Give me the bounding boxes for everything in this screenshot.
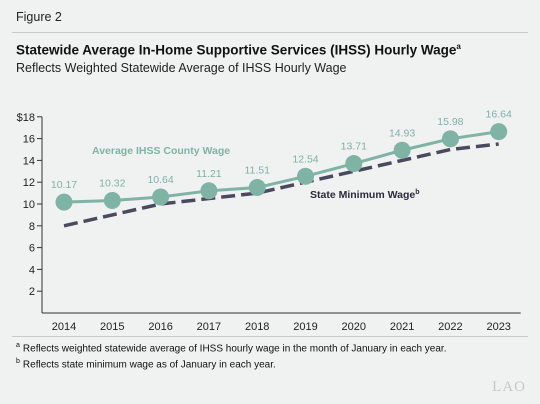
footnote-a-text: Reflects weighted statewide average of I… xyxy=(22,343,447,355)
data-label: 11.51 xyxy=(244,165,270,177)
bottom-divider xyxy=(12,336,528,337)
data-label: 10.17 xyxy=(51,179,77,191)
x-tick-label: 2022 xyxy=(438,321,462,333)
series-line-state-minimum-wage xyxy=(63,142,499,228)
data-point xyxy=(200,182,218,200)
chart-title: Statewide Average In-Home Supportive Ser… xyxy=(16,42,461,58)
footnote-a-mark: a xyxy=(16,342,20,349)
series-line-average-ihss-county-wage xyxy=(63,130,499,204)
data-point xyxy=(152,188,170,206)
y-tick-label: 12 xyxy=(23,177,35,189)
chart-subtitle: Reflects Weighted Statewide Average of I… xyxy=(16,61,347,75)
y-tick-label: 10 xyxy=(23,199,35,211)
chart-series xyxy=(55,123,508,228)
chart-labels: 10.17 10.32 10.64 11.21 11.51 12.54 13.71 14.93… xyxy=(51,109,512,201)
footnote-a: a Reflects weighted statewide average of … xyxy=(16,342,446,354)
y-tick-label: 8 xyxy=(29,221,35,233)
x-tick-label: 2014 xyxy=(52,321,76,333)
x-tick-label: 2018 xyxy=(245,321,269,333)
y-tick-label: 2 xyxy=(29,286,35,298)
footnote-b-mark: b xyxy=(16,358,20,365)
data-point xyxy=(345,155,363,173)
data-point xyxy=(103,192,121,210)
data-point xyxy=(441,130,459,148)
lao-logo: LAO xyxy=(492,379,526,395)
title-footnote-mark: a xyxy=(456,42,461,51)
data-point xyxy=(393,141,411,159)
footnote-b: b Reflects state minimum wage as of Janua… xyxy=(16,358,276,370)
x-tick-label: 2015 xyxy=(100,321,124,333)
series-label-state-minimum-wage: State Minimum Wageb xyxy=(310,189,420,201)
data-point xyxy=(490,123,508,141)
y-tick-label: $18 xyxy=(17,112,35,124)
data-label: 13.71 xyxy=(341,141,367,153)
top-divider xyxy=(12,32,528,33)
x-tick-label: 2019 xyxy=(293,321,317,333)
data-point xyxy=(55,193,73,211)
y-tick-label: 16 xyxy=(23,134,35,146)
y-tick-label: 4 xyxy=(29,264,35,276)
figure-label: Figure 2 xyxy=(16,10,62,24)
data-label: 10.32 xyxy=(99,178,125,190)
x-tick-label: 2021 xyxy=(390,321,414,333)
data-point xyxy=(297,167,314,185)
data-label: 11.21 xyxy=(196,168,222,180)
series-label-footnote-mark: b xyxy=(415,189,419,196)
y-tick-label: 14 xyxy=(23,155,35,167)
x-tick-label: 2020 xyxy=(342,321,366,333)
data-label: 10.64 xyxy=(147,174,173,186)
footnote-b-text: Reflects state minimum wage as of Januar… xyxy=(22,359,276,371)
data-label: 16.64 xyxy=(486,109,512,121)
chart-title-text: Statewide Average In-Home Supportive Ser… xyxy=(16,42,457,58)
data-point xyxy=(248,179,266,197)
data-label: 14.93 xyxy=(389,127,415,139)
series-label-average-ihss-county-wage: Average IHSS County Wage xyxy=(92,145,230,157)
x-tick-label: 2023 xyxy=(486,321,510,333)
y-tick-label: 6 xyxy=(29,243,35,255)
data-label: 15.98 xyxy=(437,116,463,128)
chart-axes: 2 4 6 8 10 12 14 16 $18 2014 2015 2016 2017 2018 2019 2… xyxy=(17,112,521,333)
data-label: 12.54 xyxy=(292,153,318,165)
x-tick-label: 2017 xyxy=(197,321,221,333)
x-tick-label: 2016 xyxy=(148,321,172,333)
